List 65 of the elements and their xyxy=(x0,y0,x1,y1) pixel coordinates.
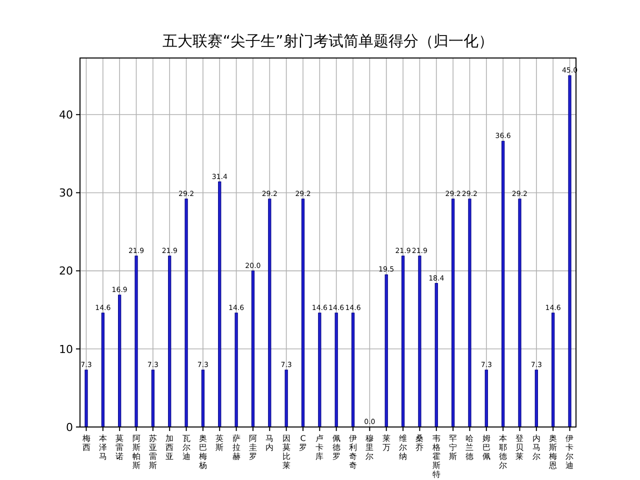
bar xyxy=(518,198,522,428)
x-tick-label: 穆里尔 xyxy=(366,434,374,461)
y-tick-label: 30 xyxy=(59,186,73,200)
bar xyxy=(201,370,205,428)
y-tick-label: 40 xyxy=(59,108,73,122)
bar xyxy=(268,198,272,428)
x-tick-label: 维尔纳 xyxy=(399,434,408,461)
bar xyxy=(401,256,405,428)
x-tick-label: 马内 xyxy=(266,434,274,452)
bar xyxy=(351,312,355,428)
x-tick-label: 姆巴佩 xyxy=(482,434,490,461)
bar xyxy=(318,312,322,428)
x-tick-label: 韦格霍斯特 xyxy=(431,434,440,479)
bar xyxy=(301,198,305,428)
x-tick-label: 苏亚雷斯 xyxy=(148,434,157,470)
bar xyxy=(184,198,188,428)
chart-title: 五大联赛“尖子生”射门考试简单题得分（归一化） xyxy=(162,32,494,50)
bar xyxy=(534,370,538,428)
x-tick-label: 本泽马 xyxy=(98,434,107,461)
bar xyxy=(84,370,88,428)
x-tick-label: 本耶德尔 xyxy=(499,434,508,470)
bar xyxy=(334,312,338,428)
x-tick-label: 桑乔 xyxy=(416,434,424,452)
x-tick-label: 萨拉赫 xyxy=(232,434,240,461)
bar xyxy=(284,370,288,428)
x-tick-label: 佩德罗 xyxy=(332,434,340,461)
x-tick-label: 瓦尔迪 xyxy=(182,434,190,461)
x-tick-label: 莱万 xyxy=(382,434,390,452)
bar xyxy=(118,294,122,428)
x-tick-label: 伊利奇奇 xyxy=(349,434,358,470)
bar xyxy=(251,270,255,428)
bar xyxy=(151,370,154,428)
bar xyxy=(502,140,505,428)
bar xyxy=(451,198,455,428)
bar xyxy=(234,312,238,428)
bar xyxy=(484,370,488,428)
x-tick-label: 登贝莱 xyxy=(516,434,524,461)
bar xyxy=(552,312,555,428)
bar xyxy=(218,181,222,428)
x-tick-label: 莫雷诺 xyxy=(116,434,124,461)
x-tick-label: 内马尔 xyxy=(532,434,540,461)
bar xyxy=(418,256,422,428)
x-tick-label: 哈兰德 xyxy=(466,434,474,461)
bar xyxy=(468,198,472,428)
x-tick-label: 阿斯帕斯 xyxy=(132,434,140,470)
x-tick-label: 因莫比莱 xyxy=(282,434,290,470)
bar xyxy=(434,283,438,428)
x-tick-label: 奥斯梅恩 xyxy=(548,434,558,470)
x-tick-label: 卢卡库 xyxy=(316,434,324,461)
x-tick-label: 加西亚 xyxy=(166,434,174,461)
bar xyxy=(134,256,138,428)
x-tick-label: 英斯 xyxy=(216,434,224,452)
bar xyxy=(568,75,572,428)
x-tick-label: 伊卡尔迪 xyxy=(566,434,574,470)
bar xyxy=(168,256,172,428)
bar xyxy=(101,312,104,428)
y-tick-label: 20 xyxy=(59,264,73,278)
x-tick-label: C罗 xyxy=(298,434,307,452)
bar xyxy=(384,274,388,428)
y-tick-label: 10 xyxy=(59,342,73,356)
x-tick-label: 罕宁斯 xyxy=(449,434,458,461)
x-tick-label: 阿圭罗 xyxy=(248,434,257,461)
x-tick-label: 奥巴梅杨 xyxy=(198,434,207,470)
y-tick-label: 0 xyxy=(66,420,73,434)
x-tick-label: 梅西 xyxy=(81,434,90,452)
